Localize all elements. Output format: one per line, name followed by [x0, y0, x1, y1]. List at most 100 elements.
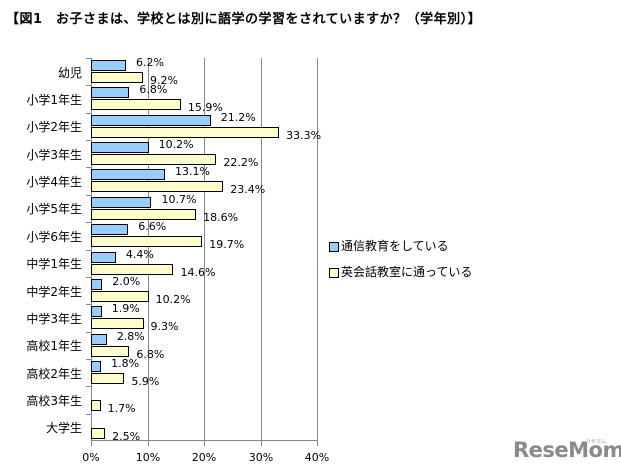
- x-tick-label: 40%: [304, 451, 330, 464]
- data-label: 1.8%: [111, 356, 140, 370]
- bar-correspondence: [91, 60, 126, 71]
- gridline: [204, 58, 205, 441]
- data-label: 6.8%: [139, 83, 168, 97]
- y-tick: [86, 414, 91, 415]
- y-tick: [86, 250, 91, 251]
- data-label: 2.5%: [112, 429, 141, 443]
- data-label: 1.9%: [111, 302, 140, 316]
- category-label: 小学2年生: [26, 120, 82, 135]
- bar-english-school: [91, 72, 143, 83]
- bar-correspondence: [91, 361, 101, 372]
- y-tick: [86, 386, 91, 387]
- bar-correspondence: [91, 142, 149, 153]
- category-label: 大学生: [45, 421, 82, 436]
- x-tick-label: 10%: [135, 451, 161, 464]
- bar-english-school: [91, 373, 124, 384]
- legend-label: 英会話教室に通っている: [341, 264, 473, 279]
- legend-item-english-school: 英会話教室に通っている: [329, 258, 472, 284]
- y-tick: [86, 222, 91, 223]
- bar-english-school: [91, 236, 202, 247]
- data-label: 5.9%: [131, 374, 160, 388]
- data-label: 10.2%: [158, 138, 194, 152]
- x-tick-label: 0%: [82, 451, 100, 464]
- resemom-logo-sub: リセマム: [586, 439, 607, 445]
- data-label: 21.2%: [220, 110, 256, 124]
- data-label: 4.4%: [125, 247, 154, 261]
- bar-correspondence: [91, 252, 116, 263]
- data-label: 6.2%: [136, 56, 164, 69]
- x-tick-label: 30%: [248, 451, 274, 464]
- y-tick: [86, 85, 91, 86]
- data-label: 9.3%: [150, 320, 179, 334]
- bar-english-school: [91, 99, 181, 110]
- y-tick: [86, 140, 91, 141]
- plot-area: [86, 58, 318, 446]
- bar-english-school: [91, 264, 173, 275]
- data-label: 13.1%: [175, 165, 210, 179]
- category-label: 小学1年生: [26, 93, 82, 108]
- gridline: [148, 58, 149, 441]
- legend-label: 通信教育をしている: [341, 238, 449, 253]
- x-tick: [148, 441, 149, 446]
- category-label: 高校1年生: [26, 339, 82, 354]
- category-label: 高校3年生: [26, 393, 82, 408]
- data-label: 10.7%: [161, 192, 197, 206]
- x-tick: [317, 441, 318, 446]
- bar-english-school: [91, 154, 216, 165]
- x-tick: [91, 441, 92, 446]
- x-tick: [204, 441, 205, 446]
- data-label: 23.4%: [230, 183, 266, 197]
- resemom-logo: ReseMom: [513, 438, 621, 462]
- data-label: 10.2%: [155, 292, 191, 306]
- bar-english-school: [91, 428, 105, 439]
- x-tick: [261, 441, 262, 446]
- category-label: 中学3年生: [26, 311, 82, 326]
- chart-title: 【図1 お子さまは、学校とは別に語学の学習をされていますか？（学年別）】: [6, 12, 482, 27]
- category-label: 小学6年生: [26, 229, 82, 244]
- data-label: 14.6%: [180, 265, 216, 279]
- category-label: 小学3年生: [26, 147, 82, 162]
- gridline: [317, 58, 318, 441]
- legend-swatch-yellow-icon: [329, 268, 339, 278]
- y-tick: [86, 304, 91, 305]
- bar-correspondence: [91, 169, 165, 180]
- bar-correspondence: [91, 197, 151, 208]
- gridline: [261, 58, 262, 441]
- data-label: 19.7%: [209, 238, 245, 252]
- bar-english-school: [91, 400, 101, 411]
- data-label: 18.6%: [203, 210, 239, 224]
- data-label: 15.9%: [187, 101, 223, 115]
- bar-english-school: [91, 318, 144, 329]
- data-label: 22.2%: [223, 156, 259, 170]
- y-tick: [86, 113, 91, 114]
- data-label: 6.6%: [138, 220, 167, 234]
- bar-english-school: [91, 291, 149, 302]
- bar-english-school: [91, 346, 129, 357]
- legend: 通信教育をしている 英会話教室に通っている: [329, 232, 472, 284]
- category-label: 小学5年生: [26, 202, 82, 217]
- bar-correspondence: [91, 306, 102, 317]
- bar-correspondence: [91, 87, 129, 98]
- bar-correspondence: [91, 115, 211, 126]
- bar-english-school: [91, 209, 196, 220]
- data-label: 1.7%: [107, 402, 136, 416]
- category-label: 幼児: [57, 65, 82, 80]
- category-label: 中学1年生: [26, 257, 82, 272]
- legend-swatch-blue-icon: [329, 242, 339, 252]
- data-label: 9.2%: [149, 74, 178, 87]
- data-label: 6.8%: [136, 347, 165, 361]
- bar-english-school: [91, 127, 279, 138]
- y-tick: [86, 332, 91, 333]
- bar-correspondence: [91, 279, 102, 290]
- y-axis: [91, 58, 92, 441]
- data-label: 2.0%: [112, 274, 141, 288]
- bar-correspondence: [91, 334, 107, 345]
- category-label: 中学2年生: [26, 284, 82, 299]
- y-tick: [86, 58, 91, 59]
- y-tick: [86, 359, 91, 360]
- category-label: 高校2年生: [26, 366, 82, 381]
- data-label: 2.8%: [116, 329, 145, 343]
- bar-correspondence: [91, 224, 128, 235]
- bar-english-school: [91, 181, 223, 192]
- x-tick-label: 20%: [191, 451, 217, 464]
